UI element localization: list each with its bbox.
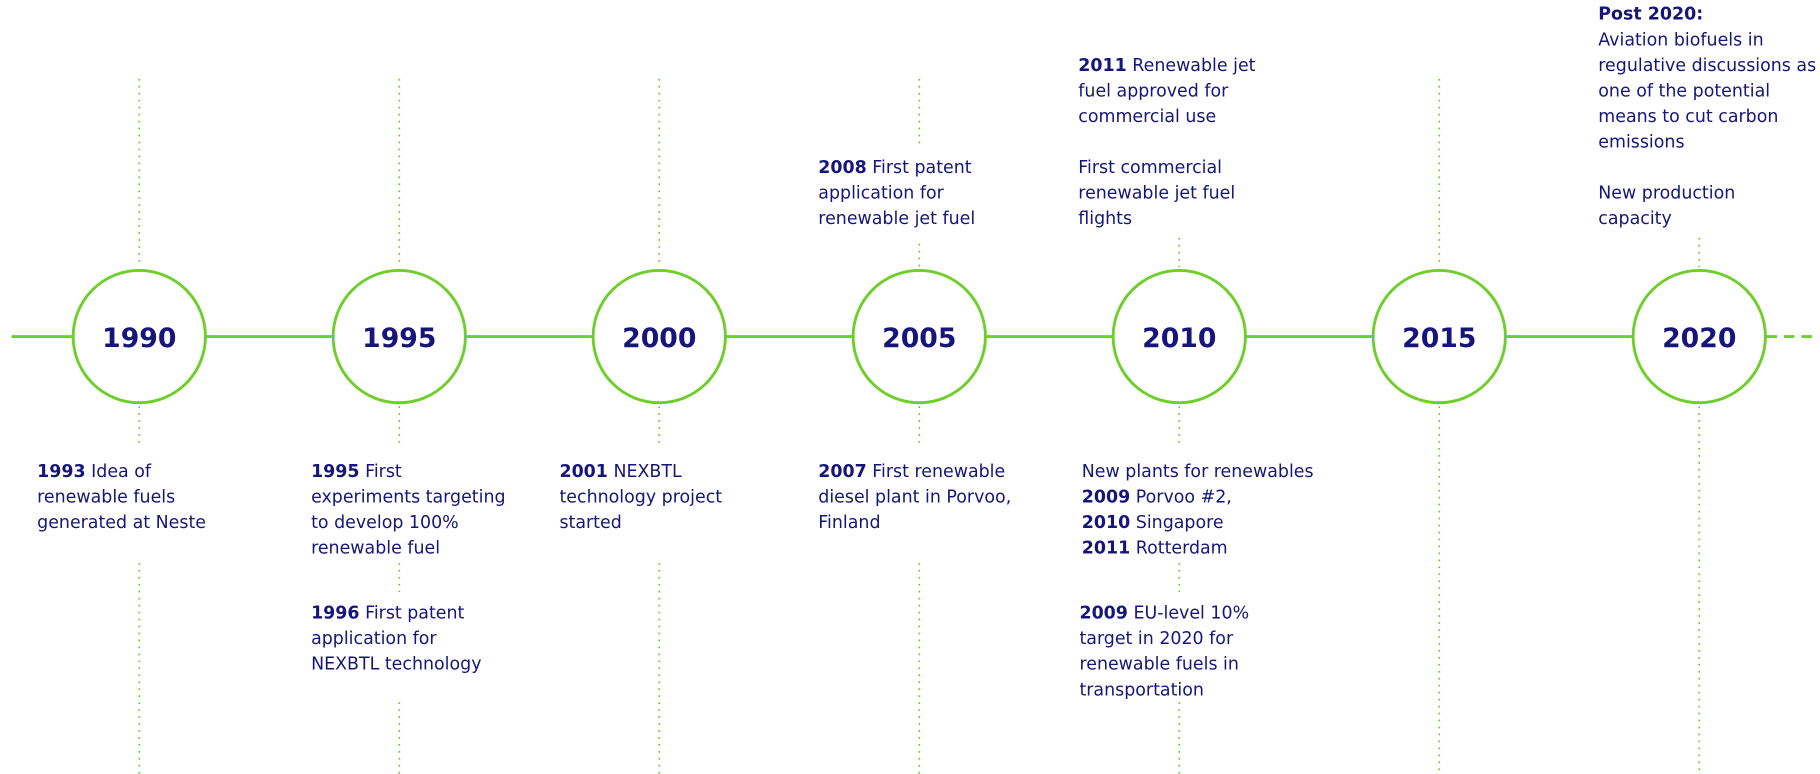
year-circle: [331, 268, 467, 405]
event-year: 2008: [818, 156, 867, 178]
event-year: 1996: [311, 602, 360, 624]
event-text: Singapore: [1135, 511, 1224, 533]
event-text: First experiments targeting to develop 1…: [311, 460, 506, 559]
year-circle: [1371, 268, 1507, 405]
event-year: Post 2020:: [1598, 3, 1704, 25]
year-label: 1995: [362, 323, 436, 354]
event-text: First renewable diesel plant in Porvoo, …: [818, 460, 1012, 533]
event: Post 2020: Aviation biofuels in regulativ…: [1598, 1, 1819, 154]
event: 2009 EU-level 10% target in 2020 for ren…: [1079, 600, 1271, 702]
year-circle: [1111, 268, 1247, 405]
event: 2001 NEXBTL technology project started: [559, 458, 756, 535]
event-year: 2010: [1081, 511, 1131, 533]
event-year: 2011: [1081, 537, 1131, 559]
event: 2011 Renewable jet fuel approved for com…: [1078, 52, 1281, 129]
event-year: 2009: [1079, 602, 1128, 624]
event-item: 2011 Rotterdam: [1082, 535, 1361, 561]
event: 2008 First patent application for renewa…: [818, 154, 1010, 231]
event-year: 2011: [1078, 54, 1127, 76]
event: New production capacity: [1598, 180, 1772, 231]
event-text: EU-level 10% target in 2020 for renewabl…: [1079, 602, 1250, 700]
event-item: 2009 Porvoo #2,: [1082, 484, 1361, 510]
event-text: First patent application for renewable j…: [818, 156, 976, 229]
event: 1993 Idea of renewable fuels generated a…: [37, 458, 237, 535]
event: New plants for renewables 2009 Porvoo #2…: [1082, 458, 1361, 560]
event-year: 2007: [818, 460, 867, 482]
year-label: 2010: [1142, 323, 1216, 354]
year-circle: [591, 268, 727, 405]
event-text: Porvoo #2,: [1135, 486, 1232, 508]
event-heading: New plants for renewables: [1081, 460, 1314, 482]
event-year: 2001: [559, 460, 608, 482]
year-label: 2005: [882, 323, 956, 354]
event-year: 1993: [37, 460, 86, 482]
year-circle: [1631, 268, 1767, 405]
event-text: Aviation biofuels in regulative discussi…: [1598, 29, 1817, 153]
event: 1996 First patent application for NEXBTL…: [311, 600, 508, 677]
event-text: Idea of renewable fuels generated at Nes…: [37, 460, 206, 533]
year-label: 2000: [622, 323, 696, 354]
event: 2007 First renewable diesel plant in Por…: [818, 458, 1033, 535]
event-text: Renewable jet fuel approved for commerci…: [1078, 54, 1256, 127]
event-text: First patent application for NEXBTL tech…: [311, 602, 482, 675]
year-label: 2015: [1402, 323, 1476, 354]
event: 1995 First experiments targeting to deve…: [311, 458, 515, 560]
event-item: 2010 Singapore: [1082, 510, 1361, 536]
event-year: 2009: [1081, 486, 1131, 508]
event-year: 1995: [311, 460, 360, 482]
event-text: Rotterdam: [1135, 537, 1228, 559]
event-text: New production capacity: [1598, 182, 1736, 229]
year-circle: [71, 268, 207, 405]
year-label: 2020: [1662, 323, 1736, 354]
year-circle: [851, 268, 987, 405]
year-label: 1990: [102, 323, 176, 354]
event-text: NEXBTL technology project started: [559, 460, 723, 533]
event-text: First commercial renewable jet fuel flig…: [1078, 156, 1236, 229]
event: First commercial renewable jet fuel flig…: [1078, 154, 1270, 231]
